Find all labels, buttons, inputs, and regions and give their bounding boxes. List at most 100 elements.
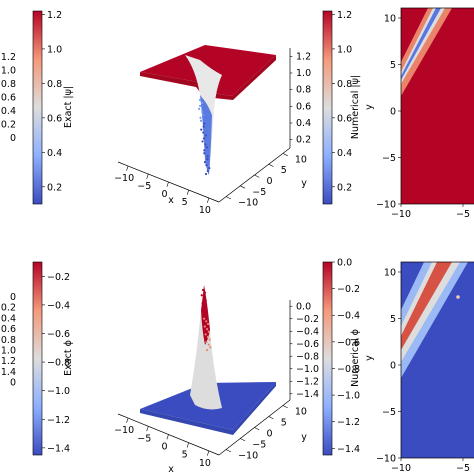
colorbar-exact-phi-label: Exact ϕ [63,340,74,376]
heatmap-phi-band-white [401,262,460,362]
heatmap-phi-band-red [401,262,452,350]
surface-phi-point [205,328,209,331]
heatmap-psi: 10 5 0 −5 −10 −10 −5 y [364,7,474,220]
colorbar-exact-psi: 1.2 1.0 0.8 0.6 0.4 0.2 Exact |ψ| [32,10,74,205]
surface-phi-point [205,341,208,344]
surface-psi-point [208,166,211,170]
surface-psi-x-tick: 10 [199,205,211,216]
colorbar-numerical-psi-tick-label: 0.2 [337,182,352,193]
surface-phi-point [206,335,209,339]
heatmap-y-tick-label: 0 [390,107,396,118]
surface-psi-point [205,146,208,149]
colorbar-numerical-phi-label: Numerical ϕ [350,329,361,387]
colorbar-exact-phi-tick-label: −0.8 [47,358,70,369]
surface-phi-y-tick: −10 [238,451,258,462]
surface-psi-x-tick: −5 [137,181,151,192]
surface-phi-point [205,307,208,310]
colorbar-exact-psi-tick-label: 1.2 [47,10,62,21]
surface-phi-z-ticks: 0.0 −0.2−0.4 −0.6−0.8 −1.0−1.2 −1.4 [290,301,319,400]
left-partial-ticks-2: 0−0.2−0.4−0.6−0.8−1.0−1.2−1.40 [0,292,16,389]
colorbar-numerical-psi: 1.2 1.0 0.8 0.6 0.4 0.2 Numerical |ψ| [322,10,361,205]
surface-psi-point [204,143,207,146]
surface-phi-x-tick: 10 [199,458,211,469]
surface-phi-x-ticks: −10−5 0 5 10 [114,418,211,469]
surface-psi-point [201,140,204,143]
heatmap-y-tick-label: −10 [376,200,396,211]
surface-psi-y-tick-mark [268,163,274,167]
surface-phi-point [201,301,204,305]
surface-psi-point [202,131,205,134]
colorbar-exact-phi-tick-label: −0.2 [47,272,70,283]
surface-phi-z-tick: −0.2 [296,314,319,325]
colorbar-exact-phi-tick-label: −1.4 [47,443,70,454]
colorbar-numerical-phi-ticks: 0.0 −0.2 −0.4 −0.6 −0.8 −1.0 −1.2 −1.4 [332,258,360,455]
surface-phi-point [203,325,206,328]
heatmap-y-tick-label: 0 [390,361,396,372]
colorbar-numerical-psi-tick-label: 1.0 [337,44,352,55]
surface-phi-point [204,299,207,302]
surface-psi-point [206,158,209,161]
surface-phi-x-tick: 5 [182,450,188,461]
surface-phi-y-tick-mark [240,438,246,442]
surface-psi-point [202,137,206,140]
surface-psi-z-ticks: 1.2 1.0 0.8 0.6 0.4 0.2 [290,51,311,146]
surface-psi-point [203,122,206,125]
colorbar-exact-phi: −0.2 −0.4 −0.6 −0.8 −1.0 −1.2 −1.4 Exact ϕ [32,261,74,456]
left-partial-tick-label: −1.2 [0,356,16,367]
left-partial-tick-label: 0.8 [1,79,16,90]
heatmap-psi-band-light [401,8,452,96]
left-partial-tick-label: −1.4 [0,367,16,378]
surface-phi-z-tick: −1.2 [296,376,319,387]
surface-psi-point [206,155,209,158]
heatmap-y-tick-label: −5 [382,153,396,164]
colorbar-exact-psi-tick-label: 0.8 [47,79,62,90]
surface-psi-xlabel: x [168,195,174,206]
colorbar-numerical-psi-tick-label: 0.4 [337,148,352,159]
surface-psi-point [200,128,203,131]
heatmap-x-tick-label: −10 [391,209,411,220]
heatmap-y-tick-label: 10 [384,268,396,279]
colorbar-exact-psi-label: Exact |ψ| [63,86,74,128]
surface-psi-point [199,104,202,108]
surface-phi-point [207,343,210,346]
heatmap-y-tick-label: 10 [384,14,396,25]
surface-psi-point [201,110,204,113]
surface-phi-z-tick: −1.0 [296,364,319,375]
left-partial-tick-label: −0.4 [0,313,16,324]
left-partial-ticks-1: 1.2 1.0 0.8 0.6 0.4 0.2 0 [1,52,16,144]
surface-phi-point [205,320,208,323]
surface-psi-z-tick: 0.2 [296,135,311,146]
heatmap-x-tick-label: −5 [456,209,470,220]
surface-psi-x-tick-mark [186,189,189,195]
surface-phi-point [204,333,207,336]
heatmap-phi-frame [400,261,474,459]
colorbar-numerical-psi-tick-label: 1.2 [337,10,352,21]
colorbar-numerical-phi-tick-label: −0.6 [337,337,360,348]
surface-psi-y-tick-mark [225,196,232,200]
surface-psi-point [198,98,202,102]
surface-phi-y-tick: 5 [281,418,287,429]
heatmap-y-tick-label: −5 [382,407,396,418]
colorbar-exact-psi-tick-label: 0.6 [47,113,62,124]
surface-psi-x-ticks: −10−5 0 5 10 [114,165,211,216]
left-partial-tick-label: 0.2 [1,120,16,131]
surface-phi-peak-light [190,285,222,410]
surface-psi-point [204,172,208,176]
heatmap-phi: 10 5 0 −5 −10 −10 −5 y [364,261,474,474]
surface-phi-point [202,296,205,299]
surface-phi-x-tick: −10 [114,425,134,436]
heatmap-y-tick-label: 5 [390,60,396,71]
heatmap-psi-x-ticks: −10 −5 [391,204,470,220]
surface-psi-x-tick-mark [146,173,149,179]
surface-psi-dip-points [198,98,211,176]
surface-phi-point [207,330,210,333]
surface-psi-z-tick: 0.8 [296,85,311,96]
heatmap-x-tick-label: −5 [456,463,470,474]
surface-phi-point [206,322,210,326]
surface-psi-point [199,119,203,122]
surface-psi-y-tick: 10 [295,154,307,165]
surface-psi-y-tick-mark [254,174,260,178]
left-partial-tick-label: 1.0 [1,66,16,77]
colorbar-numerical-phi-tick-label: 0.0 [337,258,352,269]
surface-phi-ylabel: y [301,432,307,443]
